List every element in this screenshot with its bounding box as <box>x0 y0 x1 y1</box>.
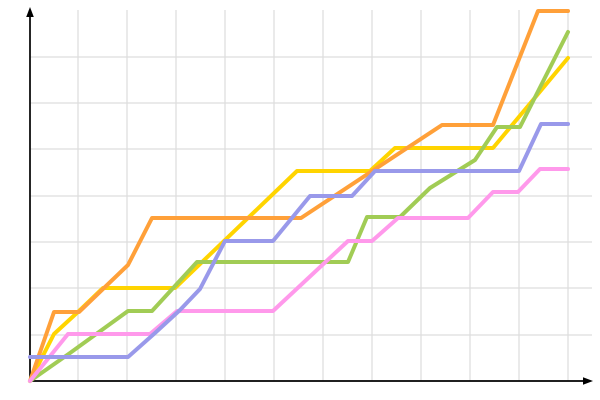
series-line-pink <box>28 167 570 383</box>
series <box>28 9 570 383</box>
axes <box>26 7 593 385</box>
grid <box>30 10 592 381</box>
x-axis-arrow-icon <box>583 377 593 385</box>
series-line-green <box>28 30 570 383</box>
series-line-orange <box>28 9 570 383</box>
series-line-gold <box>28 56 570 383</box>
y-axis-arrow-icon <box>26 7 34 17</box>
series-line-periwinkle <box>28 122 570 359</box>
